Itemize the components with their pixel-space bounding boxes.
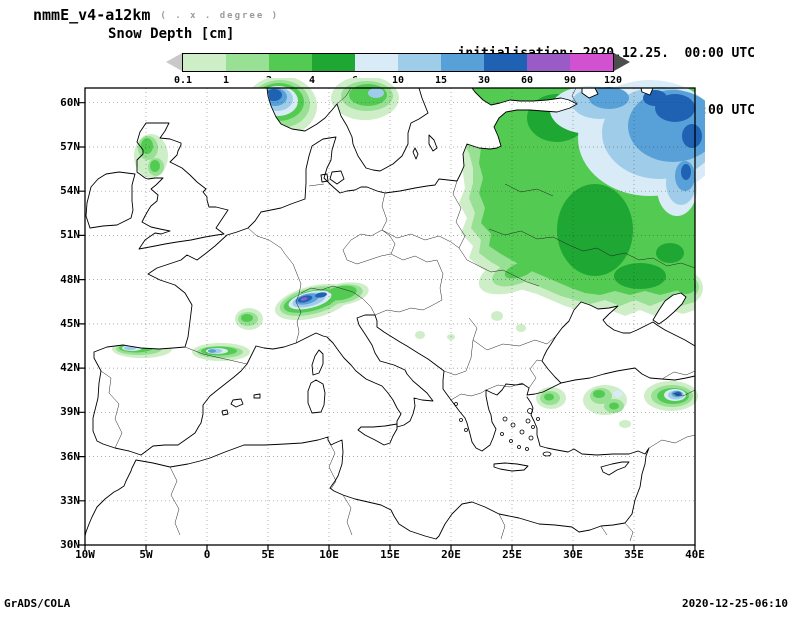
- colorbar-label: 120: [603, 75, 623, 86]
- colorbar-segment: [484, 54, 527, 71]
- mallorca: [230, 398, 244, 408]
- lat-tick-label: 42N: [60, 361, 80, 375]
- creation-timestamp: 2020-12-25-06:10: [682, 597, 788, 610]
- menorca: [253, 393, 261, 399]
- baltic-sea-mask: [340, 88, 577, 193]
- resolution-note: ( . x . degree ): [160, 11, 280, 21]
- coastline-mediterranean: [84, 314, 650, 540]
- lat-tick-label: 45N: [60, 316, 80, 330]
- funen: [320, 173, 329, 183]
- colorbar-segment: [312, 54, 355, 71]
- ireland: [85, 171, 136, 229]
- ibiza: [221, 409, 229, 416]
- crete: [493, 462, 529, 472]
- colorbar-label: 15: [434, 75, 448, 86]
- lat-tick-label: 36N: [60, 449, 80, 463]
- model-name: nmmE_v4-a12km: [33, 6, 151, 24]
- sea-of-azov: [652, 292, 687, 325]
- colorbar-segment: [183, 54, 226, 71]
- lon-tick-label: 30E: [563, 548, 583, 561]
- north-sea-mask: [240, 88, 307, 144]
- lon-tick-label: 0: [203, 548, 211, 561]
- border-layer: [100, 87, 696, 542]
- grid-layer: [85, 88, 695, 545]
- lon-tick-label: 20E: [441, 548, 461, 561]
- sicily: [357, 423, 398, 446]
- colorbar-segment: [226, 54, 269, 71]
- lon-tick-label: 15E: [380, 548, 400, 561]
- lon-tick-label: 10W: [75, 548, 95, 561]
- lat-tick-label: 33N: [60, 493, 80, 507]
- left-ticks: [79, 102, 85, 546]
- lat-tick-label: 54N: [60, 184, 80, 198]
- lon-tick-label: 35E: [624, 548, 644, 561]
- lon-tick-label: 10E: [319, 548, 339, 561]
- cyprus: [600, 461, 630, 476]
- gotland: [428, 134, 438, 152]
- black-sea: [541, 301, 696, 384]
- great-britain: [136, 122, 229, 250]
- corsica: [311, 349, 324, 376]
- biscay-mask: [94, 274, 192, 352]
- coastline-mainland: [92, 87, 578, 456]
- lat-tick-label: 30N: [60, 538, 80, 551]
- colorbar-segment: [441, 54, 484, 71]
- colorbar-segment: [269, 54, 312, 71]
- lat-tick-label: 51N: [60, 228, 80, 242]
- colorbar-above-arrow: [614, 53, 630, 71]
- lon-tick-label: 25E: [502, 548, 522, 561]
- map-plot: [79, 78, 705, 551]
- colorbar-label: 90: [563, 75, 577, 86]
- variable-title: Snow Depth [cm]: [108, 26, 235, 42]
- colorbar: 0.112461015306090120: [166, 53, 636, 91]
- grads-credit: GrADS/COLA: [4, 597, 71, 610]
- colorbar-label: 10: [391, 75, 405, 86]
- zealand: [329, 170, 345, 185]
- lon-tick-label: 5E: [261, 548, 275, 561]
- lat-tick-label: 57N: [60, 139, 80, 153]
- sardinia: [307, 379, 326, 414]
- colorbar-label: 30: [477, 75, 491, 86]
- frame-layer: [79, 87, 696, 551]
- lon-tick-label: 5W: [139, 548, 153, 561]
- coastline-layer: [84, 87, 696, 540]
- oland: [412, 147, 419, 160]
- colorbar-segments: [182, 53, 614, 72]
- colorbar-segment: [355, 54, 398, 71]
- colorbar-below-arrow: [166, 53, 182, 71]
- colorbar-label: 4: [308, 75, 316, 86]
- colorbar-segment: [527, 54, 570, 71]
- colorbar-label: 1: [222, 75, 230, 86]
- lat-tick-label: 60N: [60, 95, 80, 109]
- lon-tick-label: 40E: [685, 548, 705, 561]
- model-title: nmmE_v4-a12km ( . x . degree ): [33, 6, 279, 24]
- colorbar-segment: [398, 54, 441, 71]
- bottom-ticks: [84, 545, 696, 551]
- aegean-islands: [454, 402, 552, 457]
- colorbar-label: 60: [520, 75, 534, 86]
- colorbar-segment: [570, 54, 613, 71]
- lat-tick-label: 39N: [60, 405, 80, 419]
- lat-tick-label: 48N: [60, 272, 80, 286]
- colorbar-label: 0.1: [173, 75, 193, 86]
